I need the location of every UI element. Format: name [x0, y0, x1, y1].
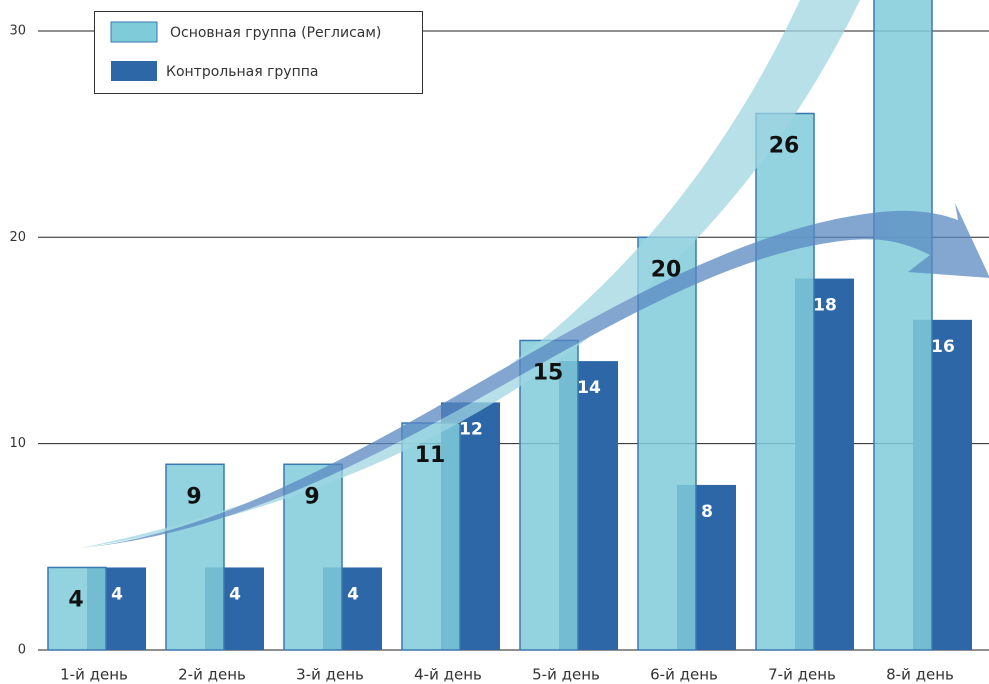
legend-swatch [110, 21, 158, 43]
value-label: 18 [813, 296, 837, 316]
legend-label: Основная группа (Реглисам) [170, 25, 381, 41]
value-label: 9 [186, 484, 201, 509]
bar [47, 566, 107, 651]
x-tick-label: 5-й день [532, 666, 600, 684]
trend-arrows [80, 0, 989, 548]
value-label: 14 [577, 378, 601, 398]
value-label: 8 [701, 502, 713, 522]
y-tick-label: 20 [9, 230, 26, 245]
trend-arrow-control [80, 203, 989, 548]
value-label: 4 [68, 587, 83, 612]
x-tick-label: 1-й день [60, 666, 128, 684]
value-label: 11 [415, 443, 446, 468]
x-tick-label: 6-й день [650, 666, 718, 684]
bar [873, 0, 933, 651]
bar [755, 112, 815, 651]
y-tick-label: 10 [9, 436, 26, 451]
value-label: 4 [347, 584, 359, 604]
value-label: 26 [769, 133, 800, 158]
y-tick-label: 30 [9, 23, 26, 38]
x-tick-label: 4-й день [414, 666, 482, 684]
x-tick-label: 2-й день [178, 666, 246, 684]
legend-label: Контрольная группа [166, 64, 318, 80]
bar [401, 422, 461, 651]
legend-swatch [111, 61, 157, 81]
bar [519, 339, 579, 651]
trend-arrow-main [80, 0, 860, 548]
x-tick-label: 3-й день [296, 666, 364, 684]
value-label: 15 [533, 360, 564, 385]
value-label: 16 [931, 337, 955, 357]
value-label: 12 [459, 419, 483, 439]
value-label: 4 [229, 584, 241, 604]
x-tick-label: 8-й день [886, 666, 954, 684]
x-tick-label: 7-й день [768, 666, 836, 684]
y-tick-label: 0 [18, 643, 26, 658]
legend: Основная группа (Реглисам) Контрольная г… [94, 11, 423, 94]
value-label: 4 [111, 584, 123, 604]
value-label: 9 [304, 484, 319, 509]
bar [165, 463, 225, 651]
value-label: 20 [651, 257, 682, 282]
